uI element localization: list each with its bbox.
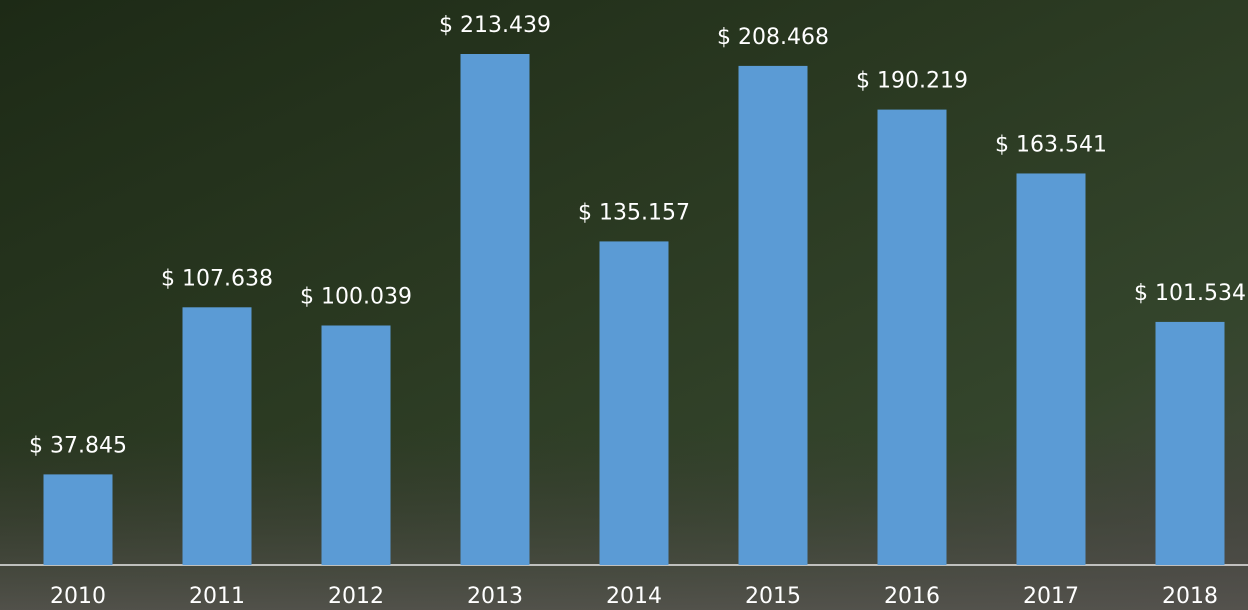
x-tick-label: 2010 bbox=[50, 584, 106, 609]
value-label: $ 107.638 bbox=[161, 266, 273, 291]
bar bbox=[460, 54, 530, 565]
value-label: $ 101.534 bbox=[1134, 281, 1246, 306]
value-label: $ 37.845 bbox=[29, 433, 127, 458]
x-tick-label: 2013 bbox=[467, 584, 523, 609]
x-tick-label: 2018 bbox=[1162, 584, 1218, 609]
bar bbox=[877, 109, 947, 566]
bar bbox=[321, 325, 391, 565]
x-tick-label: 2015 bbox=[745, 584, 801, 609]
x-tick-label: 2012 bbox=[328, 584, 384, 609]
value-label: $ 213.439 bbox=[439, 13, 551, 38]
bar bbox=[599, 241, 669, 565]
bar bbox=[43, 474, 113, 565]
x-tick-label: 2014 bbox=[606, 584, 662, 609]
value-label: $ 208.468 bbox=[717, 25, 829, 50]
value-label: $ 135.157 bbox=[578, 200, 690, 225]
value-label: $ 163.541 bbox=[995, 132, 1107, 157]
x-tick-label: 2017 bbox=[1023, 584, 1079, 609]
bar bbox=[738, 65, 808, 565]
x-tick-label: 2011 bbox=[189, 584, 245, 609]
bar bbox=[1016, 173, 1086, 565]
value-label: $ 190.219 bbox=[856, 69, 968, 94]
x-tick-label: 2016 bbox=[884, 584, 940, 609]
bar bbox=[1155, 321, 1225, 565]
bar bbox=[182, 307, 252, 565]
value-label: $ 100.039 bbox=[300, 284, 412, 309]
